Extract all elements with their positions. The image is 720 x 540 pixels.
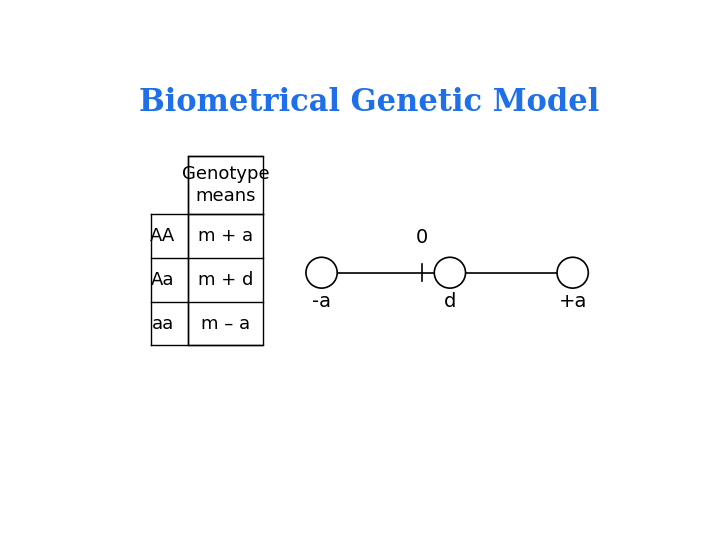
- Ellipse shape: [306, 257, 337, 288]
- Ellipse shape: [557, 257, 588, 288]
- Text: m + d: m + d: [197, 271, 253, 289]
- Text: m – a: m – a: [201, 315, 250, 333]
- Text: aa: aa: [151, 315, 174, 333]
- Text: +a: +a: [559, 292, 587, 311]
- Text: Genotype
means: Genotype means: [181, 165, 269, 206]
- Text: -a: -a: [312, 292, 331, 311]
- Text: d: d: [444, 292, 456, 311]
- Text: AA: AA: [150, 227, 175, 245]
- Ellipse shape: [434, 257, 466, 288]
- Text: m + a: m + a: [198, 227, 253, 245]
- Text: Biometrical Genetic Model: Biometrical Genetic Model: [139, 87, 599, 118]
- Text: 0: 0: [416, 228, 428, 247]
- Text: Aa: Aa: [150, 271, 174, 289]
